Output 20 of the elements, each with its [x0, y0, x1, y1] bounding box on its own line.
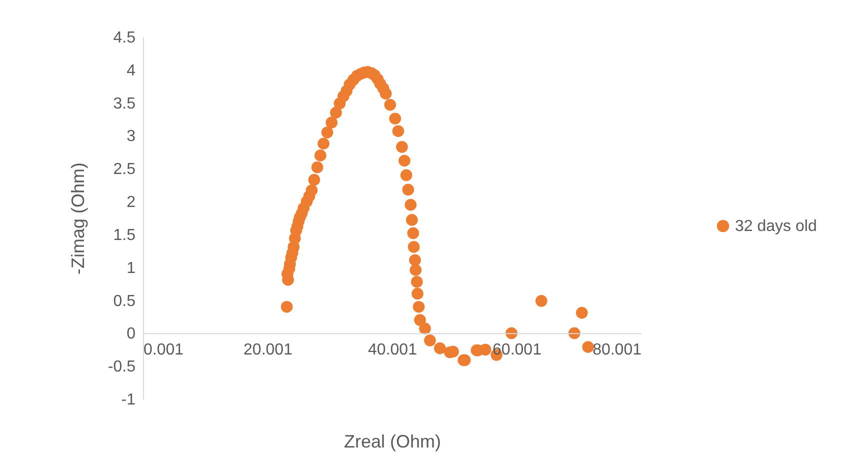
x-tick-label: 80.001 [592, 342, 642, 359]
y-tick-label: 1.5 [113, 226, 136, 244]
y-tick-label: 1 [126, 260, 136, 277]
x-tick-label: 0.001 [144, 342, 184, 359]
x-tick-label: 60.001 [492, 342, 542, 359]
x-tick-label: 40.001 [368, 342, 418, 359]
y-tick-label: 0.5 [113, 292, 136, 310]
y-tick-label: 3.5 [113, 95, 136, 112]
x-tick-label: 20.001 [244, 342, 293, 359]
y-tick-label: 4.5 [113, 30, 136, 46]
y-axis-title: -Zimag (Ohm) [68, 162, 88, 274]
y-tick-label: 3 [126, 128, 136, 146]
y-tick-label: 0 [126, 326, 136, 343]
legend-label: 32 days old [735, 218, 817, 235]
y-tick-label: 4 [126, 62, 136, 80]
y-tick-label: 2 [126, 194, 136, 212]
x-axis-title: Zreal (Ohm) [344, 432, 442, 452]
y-tick-label: 2.5 [113, 161, 136, 178]
y-tick-label: -1 [121, 392, 136, 408]
y-tick-label: -0.5 [108, 358, 136, 376]
